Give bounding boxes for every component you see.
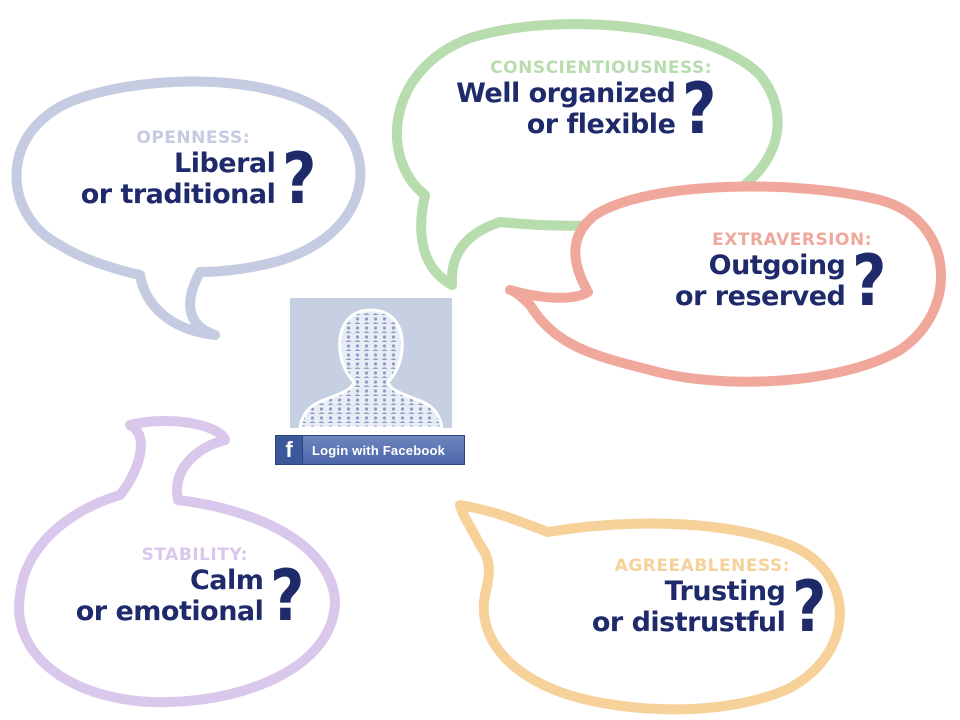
conscientiousness-line-1: Well organized	[456, 78, 676, 109]
openness-label: OPENNESS:	[136, 128, 250, 148]
stability-text-block: STABILITY: Calm or emotional ?	[30, 545, 308, 637]
openness-question-mark: ?	[282, 138, 317, 220]
agreeableness-line-1: Trusting	[664, 576, 786, 607]
person-silhouette-icon	[298, 308, 444, 428]
extraversion-bubble	[505, 181, 947, 387]
stability-label: STABILITY:	[141, 545, 248, 565]
openness-bubble	[11, 76, 366, 340]
extraversion-line-1: Outgoing	[708, 250, 846, 281]
agreeableness-label: AGREEABLENESS:	[614, 556, 790, 576]
stability-bubble	[14, 415, 340, 708]
stability-line-2: or emotional	[75, 596, 264, 627]
profile-picture	[290, 298, 452, 428]
conscientiousness-line-2: or flexible	[526, 109, 676, 140]
conscientiousness-text-block: CONSCIENTIOUSNESS: Well organized or fle…	[420, 58, 720, 150]
extraversion-line-2: or reserved	[675, 281, 846, 312]
extraversion-question-mark: ?	[852, 240, 887, 322]
agreeableness-text-block: AGREEABLENESS: Trusting or distrustful ?	[540, 556, 830, 648]
conscientiousness-bubble	[392, 19, 783, 290]
extraversion-text-block: EXTRAVERSION: Outgoing or reserved ?	[620, 230, 890, 322]
stability-line-1: Calm	[189, 565, 264, 596]
extraversion-label: EXTRAVERSION:	[712, 230, 872, 250]
openness-text-block: OPENNESS: Liberal or traditional ?	[40, 128, 320, 220]
login-button-label: Login with Facebook	[312, 442, 446, 458]
openness-line-2: or traditional	[80, 179, 276, 210]
conscientiousness-question-mark: ?	[682, 68, 717, 150]
openness-line-1: Liberal	[174, 148, 276, 179]
facebook-f-icon: f	[276, 436, 303, 464]
stability-question-mark: ?	[270, 555, 305, 637]
agreeableness-question-mark: ?	[792, 566, 827, 648]
agreeableness-line-2: or distrustful	[591, 607, 786, 638]
conscientiousness-label: CONSCIENTIOUSNESS:	[490, 58, 712, 78]
agreeableness-bubble	[455, 500, 845, 715]
login-with-facebook-button[interactable]: f Login with Facebook	[275, 435, 465, 465]
